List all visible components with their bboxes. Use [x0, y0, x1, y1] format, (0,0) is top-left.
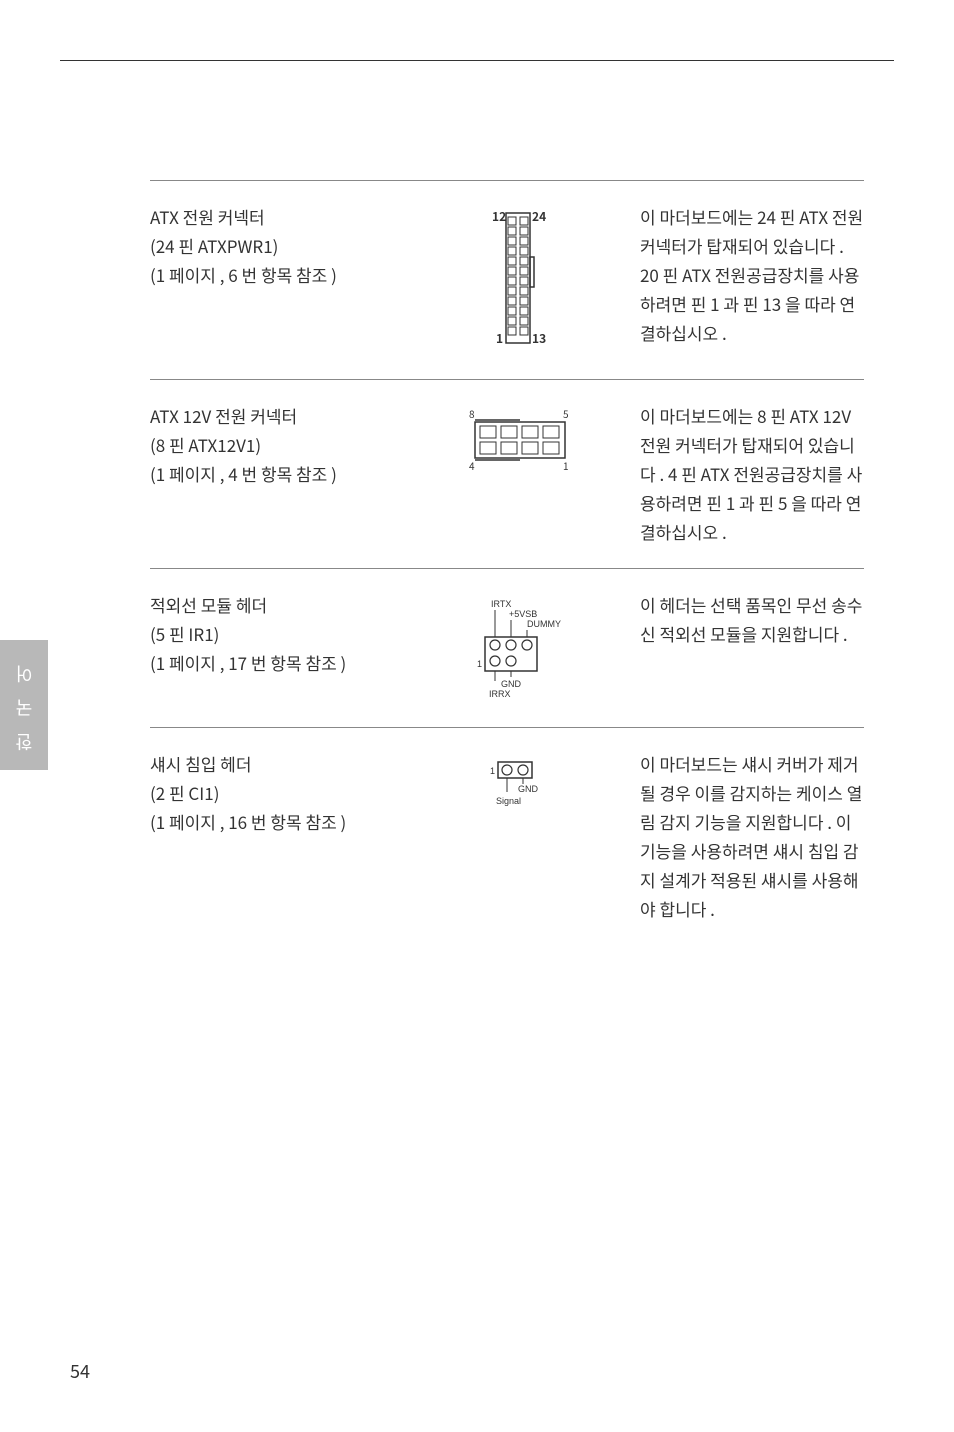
- diagram-cell: 8 5 4 1: [420, 402, 620, 476]
- side-tab-text: 한 국 어: [11, 659, 37, 751]
- side-tab: 한 국 어: [0, 640, 48, 770]
- svg-text:+5VSB: +5VSB: [509, 609, 537, 619]
- diagram-cell: IRTX +5VSB DUMMY 1 GND IRRX: [420, 591, 620, 705]
- reference: (1 페이지 , 4 번 항목 참조 ): [150, 460, 400, 489]
- svg-text:IRTX: IRTX: [491, 599, 511, 609]
- svg-text:13: 13: [532, 330, 546, 347]
- description: 이 마더보드에는 8 핀 ATX 12V 전원 커넥터가 탑재되어 있습니다 .…: [640, 402, 864, 546]
- diagram-cell: 12 24 1: [420, 203, 620, 357]
- svg-text:1: 1: [477, 659, 482, 669]
- subtitle: (8 핀 ATX12V1): [150, 431, 400, 460]
- title: ATX 전원 커넥터: [150, 203, 400, 232]
- reference: (1 페이지 , 6 번 항목 참조 ): [150, 261, 400, 290]
- svg-text:1: 1: [490, 766, 495, 776]
- table-row: ATX 12V 전원 커넥터 (8 핀 ATX12V1) (1 페이지 , 4 …: [150, 379, 864, 568]
- svg-text:12: 12: [492, 208, 506, 225]
- title: ATX 12V 전원 커넥터: [150, 402, 400, 431]
- reference: (1 페이지 , 17 번 항목 참조 ): [150, 649, 400, 678]
- svg-text:1: 1: [563, 458, 569, 473]
- description: 이 마더보드는 섀시 커버가 제거될 경우 이를 감지하는 케이스 열림 감지 …: [640, 750, 864, 923]
- table-row: ATX 전원 커넥터 (24 핀 ATXPWR1) (1 페이지 , 6 번 항…: [150, 180, 864, 379]
- ir-header-icon: IRTX +5VSB DUMMY 1 GND IRRX: [455, 595, 585, 705]
- svg-text:8: 8: [469, 406, 475, 421]
- chassis-intrusion-icon: 1 GND Signal: [470, 754, 570, 824]
- svg-text:5: 5: [563, 406, 569, 421]
- svg-text:Signal: Signal: [496, 796, 521, 806]
- subtitle: (5 핀 IR1): [150, 620, 400, 649]
- title: 적외선 모듈 헤더: [150, 591, 400, 620]
- svg-text:DUMMY: DUMMY: [527, 619, 561, 629]
- svg-text:24: 24: [532, 208, 546, 225]
- content-table: ATX 전원 커넥터 (24 핀 ATXPWR1) (1 페이지 , 6 번 항…: [150, 180, 864, 946]
- svg-text:IRRX: IRRX: [489, 689, 511, 699]
- connector-name: 섀시 침입 헤더 (2 핀 CI1) (1 페이지 , 16 번 항목 참조 ): [150, 750, 400, 837]
- page-number: 54: [70, 1358, 90, 1384]
- description: 이 마더보드에는 24 핀 ATX 전원 커넥터가 탑재되어 있습니다 . 20…: [640, 203, 864, 347]
- table-row: 적외선 모듈 헤더 (5 핀 IR1) (1 페이지 , 17 번 항목 참조 …: [150, 568, 864, 727]
- table-row: 섀시 침입 헤더 (2 핀 CI1) (1 페이지 , 16 번 항목 참조 )…: [150, 727, 864, 945]
- atx24-connector-icon: 12 24 1: [470, 207, 570, 357]
- svg-text:GND: GND: [518, 784, 539, 794]
- connector-name: 적외선 모듈 헤더 (5 핀 IR1) (1 페이지 , 17 번 항목 참조 …: [150, 591, 400, 678]
- reference: (1 페이지 , 16 번 항목 참조 ): [150, 808, 400, 837]
- description: 이 헤더는 선택 품목인 무선 송수신 적외선 모듈을 지원합니다 .: [640, 591, 864, 649]
- subtitle: (2 핀 CI1): [150, 779, 400, 808]
- atx8-connector-icon: 8 5 4 1: [455, 406, 585, 476]
- svg-text:4: 4: [469, 458, 475, 473]
- svg-text:GND: GND: [501, 679, 522, 689]
- top-divider: [60, 60, 894, 61]
- connector-name: ATX 12V 전원 커넥터 (8 핀 ATX12V1) (1 페이지 , 4 …: [150, 402, 400, 489]
- title: 섀시 침입 헤더: [150, 750, 400, 779]
- svg-text:1: 1: [496, 330, 503, 347]
- subtitle: (24 핀 ATXPWR1): [150, 232, 400, 261]
- diagram-cell: 1 GND Signal: [420, 750, 620, 824]
- connector-name: ATX 전원 커넥터 (24 핀 ATXPWR1) (1 페이지 , 6 번 항…: [150, 203, 400, 290]
